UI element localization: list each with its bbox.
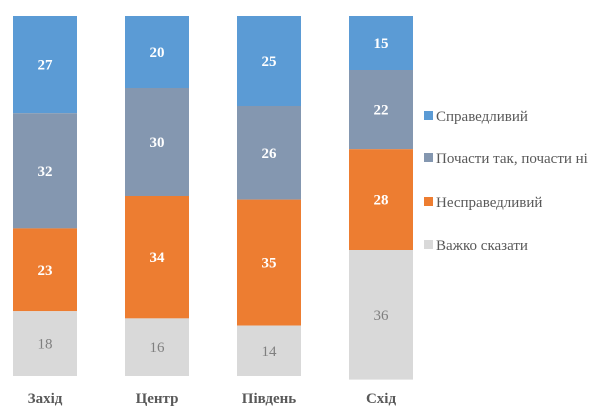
x-tick-label: Захід xyxy=(28,391,63,407)
bar-segment xyxy=(125,16,189,88)
bar-segment xyxy=(125,318,189,376)
bar-segment xyxy=(349,70,413,150)
data-label: 35 xyxy=(262,256,277,272)
data-label: 26 xyxy=(262,146,278,162)
data-label: 15 xyxy=(374,36,389,52)
data-label: 30 xyxy=(150,135,165,151)
bar-segment xyxy=(349,250,413,380)
legend-label: Почасти так, почасти ні xyxy=(436,151,588,167)
legend-marker xyxy=(424,197,433,206)
x-tick-label: Схід xyxy=(366,391,397,407)
data-label: 34 xyxy=(150,250,166,266)
data-label: 27 xyxy=(38,58,54,74)
bar-segment xyxy=(13,113,77,229)
bar-segment xyxy=(13,16,77,114)
data-label: 16 xyxy=(150,340,166,356)
data-label: 32 xyxy=(38,164,53,180)
bar-segment xyxy=(349,149,413,250)
data-label: 23 xyxy=(38,263,53,279)
bar-segment xyxy=(237,16,301,106)
bar-segment xyxy=(237,199,301,326)
legend-label: Важко сказати xyxy=(436,238,528,254)
bar-segment xyxy=(125,88,189,196)
data-label: 36 xyxy=(374,308,390,324)
data-label: 28 xyxy=(374,193,389,209)
bars-group: 27 32 23 18 20 30 34 16 25 26 35 14 15 22 28 36 xyxy=(13,16,413,380)
legend-marker xyxy=(424,153,433,162)
bar-segment xyxy=(237,106,301,200)
legend-marker xyxy=(424,240,433,249)
data-label: 20 xyxy=(150,45,165,61)
x-axis-labels: Захід Центр Південь Схід xyxy=(28,391,397,407)
data-label: 14 xyxy=(262,344,278,360)
data-label: 18 xyxy=(38,337,53,353)
bar-segment xyxy=(349,16,413,70)
data-label: 25 xyxy=(262,54,277,70)
bar-segment xyxy=(13,228,77,312)
legend-label: Несправедливий xyxy=(436,195,542,211)
bar-segment xyxy=(237,325,301,376)
legend: Справедливий Почасти так, почасти ні Неспр… xyxy=(424,109,588,254)
bar-segment xyxy=(125,196,189,319)
x-tick-label: Центр xyxy=(136,391,179,407)
legend-label: Справедливий xyxy=(436,109,528,125)
data-label: 22 xyxy=(374,103,389,119)
x-tick-label: Південь xyxy=(242,391,296,407)
legend-marker xyxy=(424,111,433,120)
bar-segment xyxy=(13,311,77,376)
